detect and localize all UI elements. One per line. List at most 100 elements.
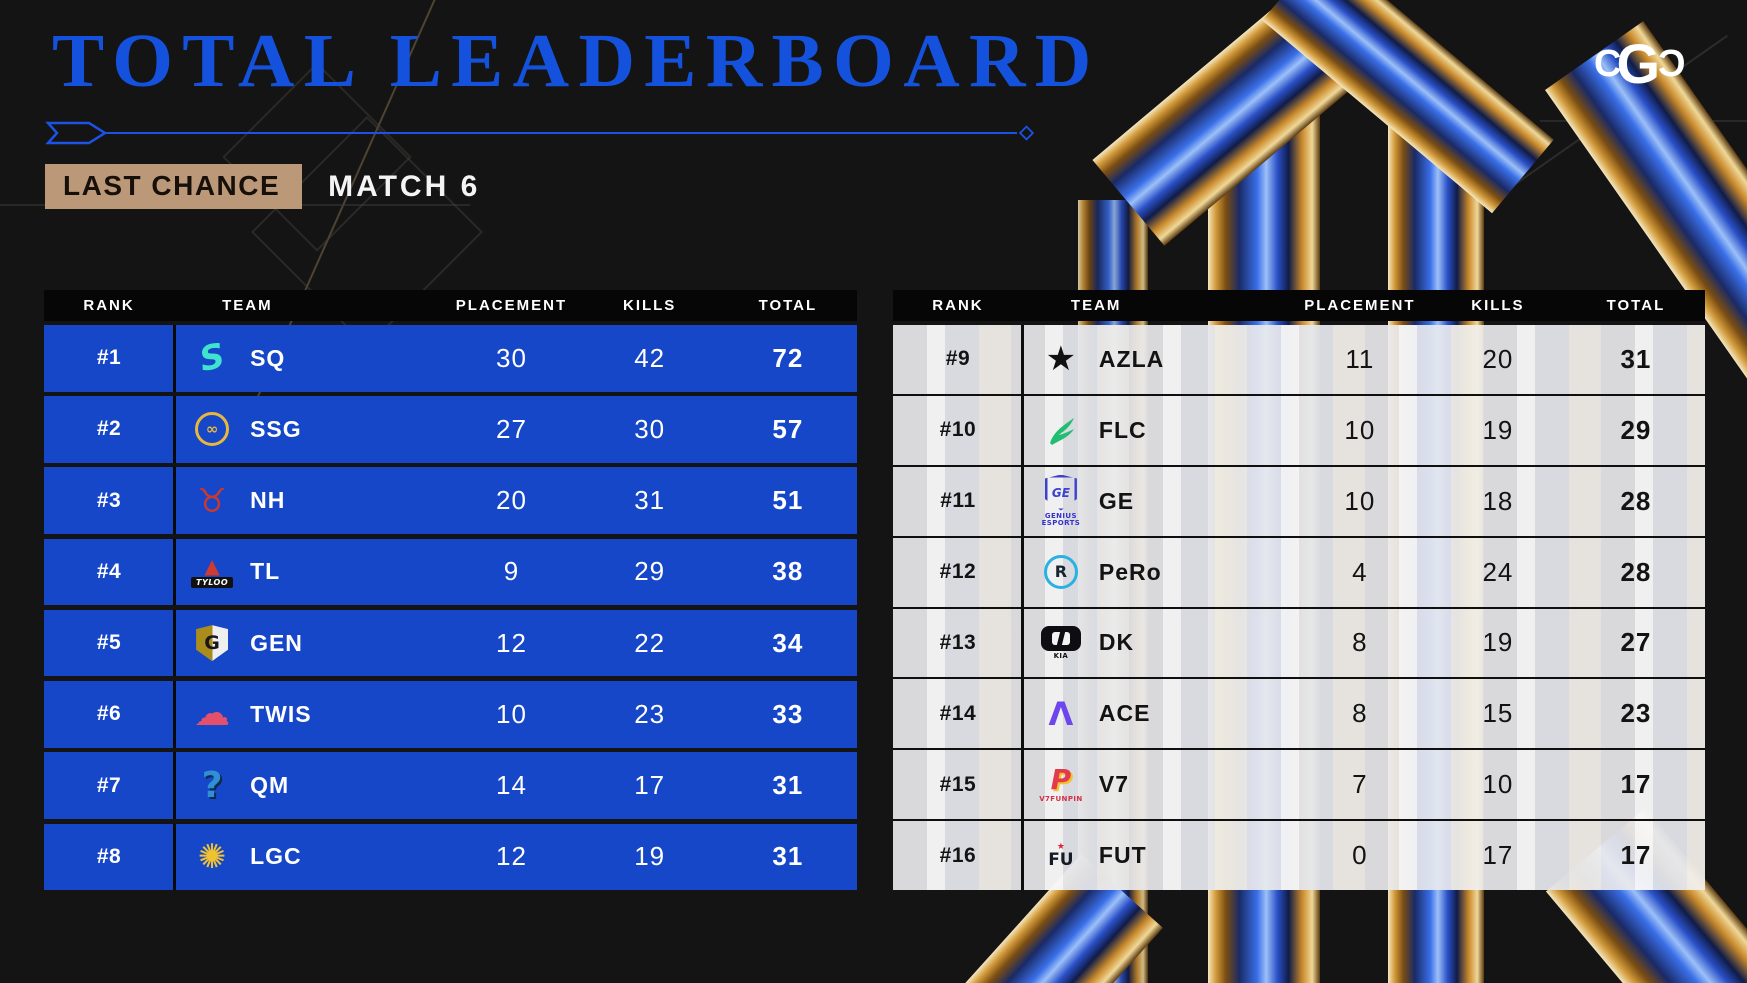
total-cell: 57	[772, 413, 804, 444]
team-cell: Λ ACE	[1023, 698, 1291, 730]
arrow-icon	[45, 121, 108, 145]
table-row: #14 Λ ACE 8 15 23	[893, 679, 1705, 751]
lgc-logo: ✺	[197, 836, 227, 877]
rank-cell: #9	[945, 347, 971, 371]
gen-logo: G	[186, 625, 238, 662]
team-cell: ? QM	[174, 767, 442, 804]
placement-cell: 27	[496, 413, 527, 444]
total-cell: 51	[772, 485, 804, 516]
team-cell: ∞ SSG	[174, 412, 442, 447]
rank-cell: #15	[939, 772, 977, 796]
team-name: DK	[1098, 629, 1135, 656]
table-row: #1 S SQ 30 42 72	[44, 325, 857, 392]
diamond-icon	[1018, 125, 1035, 141]
table-row: #10 FLC 10 19 29	[893, 396, 1705, 467]
table-row: #11 GE GENIUS ESPORTS GE 10 18 28	[893, 467, 1705, 538]
kills-cell: 23	[634, 698, 666, 729]
subtitle-row: LAST CHANCE MATCH 6	[45, 164, 480, 209]
tl-logo: ▲ TYLOO	[186, 556, 238, 588]
team-cell: GE GENIUS ESPORTS GE	[1023, 475, 1291, 528]
team-name: TWIS	[250, 700, 312, 727]
fut-logo: ★ FU	[1048, 841, 1074, 870]
rank-cell: #3	[96, 488, 122, 512]
team-cell: ♉ NH	[174, 484, 442, 517]
kills-cell: 24	[1482, 556, 1514, 587]
rank-cell: #13	[939, 630, 977, 654]
twis-logo: ☁	[194, 693, 231, 735]
table-row: #6 ☁ TWIS 10 23 33	[44, 681, 857, 748]
title-divider	[45, 121, 1035, 145]
col-team: TEAM	[1070, 297, 1122, 314]
kills-cell: 17	[1482, 840, 1514, 871]
table-row: #4 ▲ TYLOO TL 9 29 38	[44, 538, 857, 606]
rank-cell: #1	[96, 346, 122, 370]
table-row: #8 ✺ LGC 12 19 31	[44, 823, 857, 891]
dk-logo: KIA	[1035, 625, 1087, 661]
kills-cell: 42	[634, 342, 666, 373]
team-cell: ★ AZLA	[1023, 342, 1291, 376]
v7-logo: P V7FUNPIN	[1039, 762, 1083, 803]
col-total: TOTAL	[758, 297, 818, 314]
kills-cell: 31	[634, 485, 666, 516]
placement-cell: 4	[1352, 556, 1368, 587]
table-row: #7 ? QM 14 17 31	[44, 752, 857, 819]
col-placement: PLACEMENT	[455, 297, 568, 314]
team-cell: KIA DK	[1023, 625, 1291, 661]
team-name: QM	[250, 772, 290, 799]
team-name: LGC	[250, 843, 302, 870]
total-cell: 31	[772, 841, 804, 872]
team-name: FUT	[1098, 842, 1147, 869]
team-name: ACE	[1098, 700, 1151, 727]
kills-cell: 17	[634, 770, 666, 801]
rank-cell: #2	[96, 417, 122, 441]
total-cell: 29	[1620, 414, 1652, 445]
org-letter: C	[1658, 43, 1686, 85]
table-row: #9 ★ AZLA 11 20 31	[893, 325, 1705, 396]
team-name: FLC	[1098, 416, 1147, 443]
total-cell: 33	[772, 698, 804, 729]
table-row: #3 ♉ NH 20 31 51	[44, 467, 857, 534]
placement-cell: 10	[1344, 414, 1376, 445]
col-team: TEAM	[222, 297, 273, 314]
team-cell: ▲ TYLOO TL	[174, 556, 442, 588]
total-cell: 27	[1620, 627, 1652, 658]
team-name: SQ	[250, 344, 286, 371]
placement-cell: 10	[496, 698, 527, 729]
page-title: TOTAL LEADERBOARD	[52, 19, 1101, 103]
team-cell: ☁ TWIS	[174, 696, 442, 732]
rank-cell: #12	[939, 560, 977, 584]
placement-cell: 11	[1345, 343, 1375, 374]
col-placement: PLACEMENT	[1304, 297, 1416, 314]
total-cell: 28	[1620, 485, 1652, 516]
standings-table-left: #1 S SQ 30 42 72 #2 ∞ SSG 27 30 57 #3 ♉ …	[44, 325, 857, 891]
placement-cell: 12	[496, 841, 527, 872]
match-label: MATCH 6	[328, 169, 481, 203]
kills-cell: 22	[634, 627, 666, 658]
pero-logo: R	[1035, 555, 1087, 590]
col-kills: KILLS	[622, 297, 677, 314]
placement-cell: 10	[1344, 485, 1376, 516]
rank-cell: #7	[96, 773, 122, 797]
team-cell: FLC	[1023, 413, 1291, 447]
col-total: TOTAL	[1606, 297, 1666, 314]
left-table-header: RANK TEAM PLACEMENT KILLS TOTAL	[44, 290, 857, 321]
team-name: GE	[1098, 487, 1135, 514]
diagonal-line	[1540, 120, 1747, 122]
team-name: NH	[250, 487, 286, 514]
org-letter: G	[1616, 32, 1661, 95]
kills-cell: 30	[634, 413, 666, 444]
placement-cell: 12	[496, 627, 527, 658]
kills-cell: 15	[1482, 698, 1514, 729]
right-table-header: RANK TEAM PLACEMENT KILLS TOTAL	[893, 290, 1705, 321]
table-row: #12 R PeRo 4 24 28	[893, 538, 1705, 609]
ge-logo: GE GENIUS ESPORTS	[1035, 475, 1087, 528]
total-cell: 31	[1620, 343, 1652, 374]
team-cell: R PeRo	[1023, 555, 1291, 590]
ace-logo: Λ	[1048, 694, 1074, 733]
kills-cell: 19	[1482, 414, 1514, 445]
rank-cell: #16	[939, 843, 977, 867]
col-kills: KILLS	[1471, 297, 1525, 314]
placement-cell: 8	[1352, 698, 1368, 729]
placement-cell: 7	[1352, 769, 1368, 800]
placement-cell: 14	[496, 770, 527, 801]
